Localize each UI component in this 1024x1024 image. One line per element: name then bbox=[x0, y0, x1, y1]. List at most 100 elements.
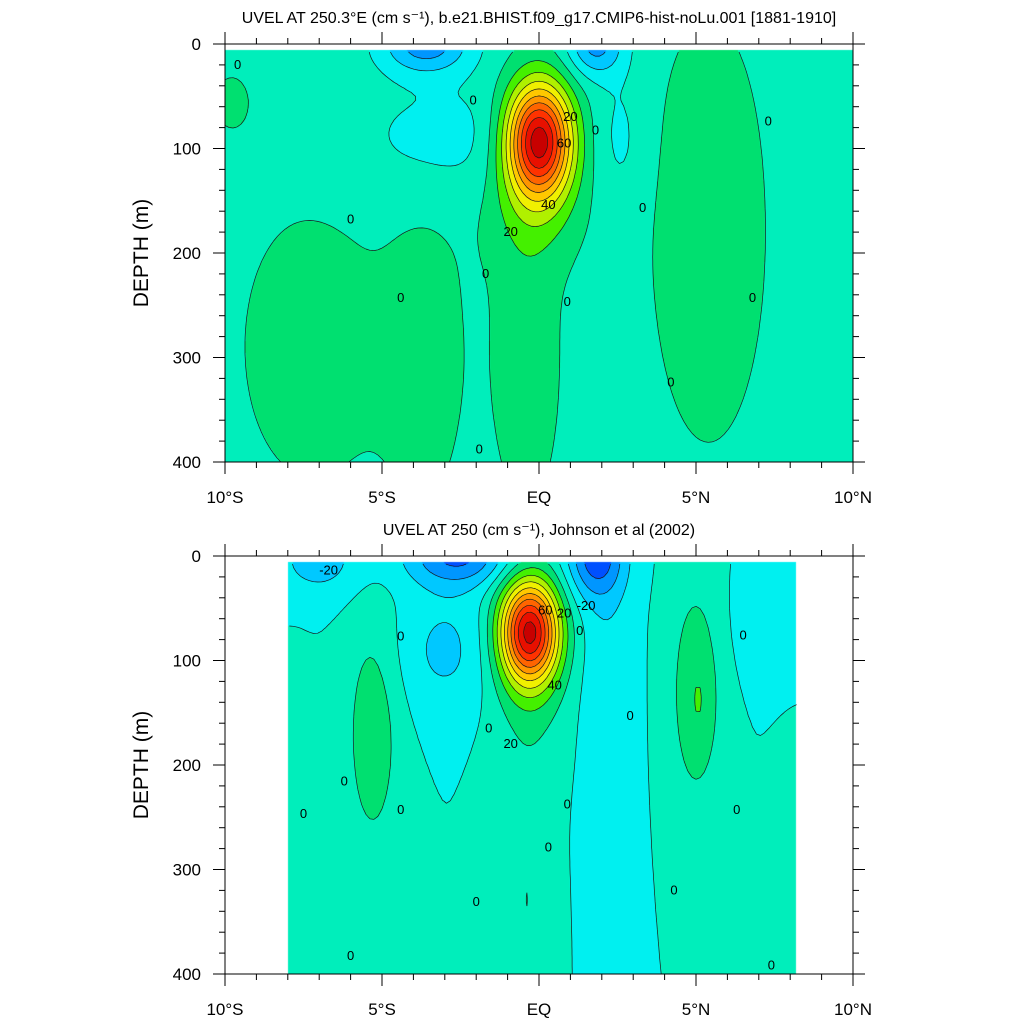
y-tick-label: 400 bbox=[173, 453, 201, 472]
contour-label: 0 bbox=[576, 623, 583, 638]
contour-label: 0 bbox=[564, 294, 571, 309]
x-tick-label: 5°N bbox=[682, 488, 711, 507]
contour-line-90 bbox=[525, 116, 554, 169]
x-tick-label: EQ bbox=[527, 488, 552, 507]
contour-line-30 bbox=[501, 71, 579, 227]
contour-line-50 bbox=[509, 88, 570, 202]
contour-label: 20 bbox=[503, 736, 517, 751]
y-tick-label: 0 bbox=[192, 547, 201, 566]
top-contour-labels: 0 0 0 0 20 0 60 40 20 0 0 0 0 0 0 0 bbox=[234, 57, 772, 457]
bottom-contour-field bbox=[225, 556, 853, 974]
contour-line-40 bbox=[500, 581, 560, 689]
contour-label: 0 bbox=[473, 894, 480, 909]
contour-label: -20 bbox=[577, 598, 596, 613]
x-tick-label: 5°N bbox=[682, 1000, 711, 1019]
contour-line-70 bbox=[510, 598, 550, 668]
x-tick-label: 5°S bbox=[368, 1000, 396, 1019]
contour-label: 0 bbox=[667, 375, 674, 390]
contour-line-40 bbox=[505, 80, 574, 213]
y-tick-label: 400 bbox=[173, 965, 201, 984]
contour-label: 0 bbox=[768, 958, 775, 973]
contour-label: 0 bbox=[626, 708, 633, 723]
contour-label: 0 bbox=[341, 774, 348, 789]
contour-line-10 bbox=[352, 563, 717, 907]
contour-label: 0 bbox=[476, 442, 483, 457]
contour-label: 40 bbox=[547, 678, 561, 693]
contour-label: 0 bbox=[347, 948, 354, 963]
contour-label: 0 bbox=[397, 629, 404, 644]
bottom-panel: UVEL AT 250 (cm s⁻¹), Johnson et al (200… bbox=[130, 522, 872, 1019]
y-tick-label: 100 bbox=[173, 652, 201, 671]
x-tick-label: 10°N bbox=[834, 488, 872, 507]
contour-label: 20 bbox=[503, 224, 517, 239]
contour-line-10 bbox=[225, 51, 766, 462]
contour-label: 0 bbox=[670, 882, 677, 897]
contour-label: 0 bbox=[469, 92, 476, 107]
contour-line-60 bbox=[507, 593, 553, 675]
contour-label: 0 bbox=[545, 840, 552, 855]
contour-label: 60 bbox=[557, 135, 571, 150]
contour-label: 0 bbox=[592, 123, 599, 138]
contour-label: 40 bbox=[541, 197, 555, 212]
contour-label: 0 bbox=[482, 266, 489, 281]
contour-label: 0 bbox=[300, 806, 307, 821]
contour-line-0 bbox=[368, 51, 633, 167]
y-tick-label: 300 bbox=[173, 861, 201, 880]
contour-label: -20 bbox=[319, 563, 338, 578]
bottom-contour-canvas bbox=[225, 556, 853, 974]
contour-line-100 bbox=[530, 126, 548, 159]
top-panel: UVEL AT 250.3°E (cm s⁻¹), b.e21.BHIST.f0… bbox=[130, 10, 872, 507]
contour-label: 60 bbox=[538, 602, 552, 617]
contour-label: 20 bbox=[557, 606, 571, 621]
contour-line-30 bbox=[496, 574, 564, 699]
contour-label: 0 bbox=[485, 720, 492, 735]
contour-label: 0 bbox=[234, 57, 241, 72]
contour-label: 0 bbox=[397, 290, 404, 305]
contour-line-20 bbox=[492, 567, 702, 712]
contour-label: 20 bbox=[563, 109, 577, 124]
x-tick-label: 5°S bbox=[368, 488, 396, 507]
contour-line-100 bbox=[523, 621, 537, 644]
x-tick-label: 10°N bbox=[834, 1000, 872, 1019]
y-tick-label: 300 bbox=[173, 349, 201, 368]
contour-line-20 bbox=[495, 60, 585, 257]
top-panel-title: UVEL AT 250.3°E (cm s⁻¹), b.e21.BHIST.f0… bbox=[242, 10, 836, 27]
contour-label: 0 bbox=[733, 802, 740, 817]
x-tick-label: EQ bbox=[527, 1000, 552, 1019]
y-tick-label: 200 bbox=[173, 244, 201, 263]
contour-line-neg20 bbox=[422, 563, 621, 595]
y-tick-label: 0 bbox=[192, 35, 201, 54]
top-contour-lines bbox=[225, 51, 766, 462]
bottom-contour-lines bbox=[289, 563, 797, 974]
contour-line-80 bbox=[520, 109, 558, 178]
contour-line-neg10 bbox=[292, 563, 631, 677]
top-y-axis-label: DEPTH (m) bbox=[130, 199, 153, 308]
contour-label: 0 bbox=[765, 113, 772, 128]
contour-line-50 bbox=[504, 587, 556, 682]
bottom-contour-labels: -20 60 20 -20 0 0 40 20 0 0 0 0 0 0 0 0 0 0 0 0 0 bbox=[300, 563, 775, 973]
x-tick-label: 10°S bbox=[206, 488, 243, 507]
y-tick-label: 100 bbox=[173, 140, 201, 159]
contour-line-90 bbox=[517, 611, 542, 654]
contour-line-70 bbox=[517, 102, 562, 185]
contour-line-0 bbox=[289, 563, 797, 974]
contour-label: 0 bbox=[397, 802, 404, 817]
top-contour-canvas bbox=[225, 44, 853, 462]
contour-label: 0 bbox=[639, 200, 646, 215]
contour-line-neg10 bbox=[390, 51, 619, 72]
contour-line-neg30 bbox=[445, 563, 611, 579]
contour-line-neg20 bbox=[408, 51, 606, 60]
contour-label: 0 bbox=[749, 290, 756, 305]
contour-label: 0 bbox=[564, 797, 571, 812]
bottom-panel-title: UVEL AT 250 (cm s⁻¹), Johnson et al (200… bbox=[383, 522, 695, 539]
contour-label: 0 bbox=[347, 212, 354, 227]
x-tick-label: 10°S bbox=[206, 1000, 243, 1019]
bottom-y-axis-label: DEPTH (m) bbox=[130, 711, 153, 820]
y-tick-label: 200 bbox=[173, 756, 201, 775]
contour-line-60 bbox=[513, 95, 566, 193]
contour-label: 0 bbox=[739, 627, 746, 642]
contour-line-80 bbox=[514, 604, 546, 662]
